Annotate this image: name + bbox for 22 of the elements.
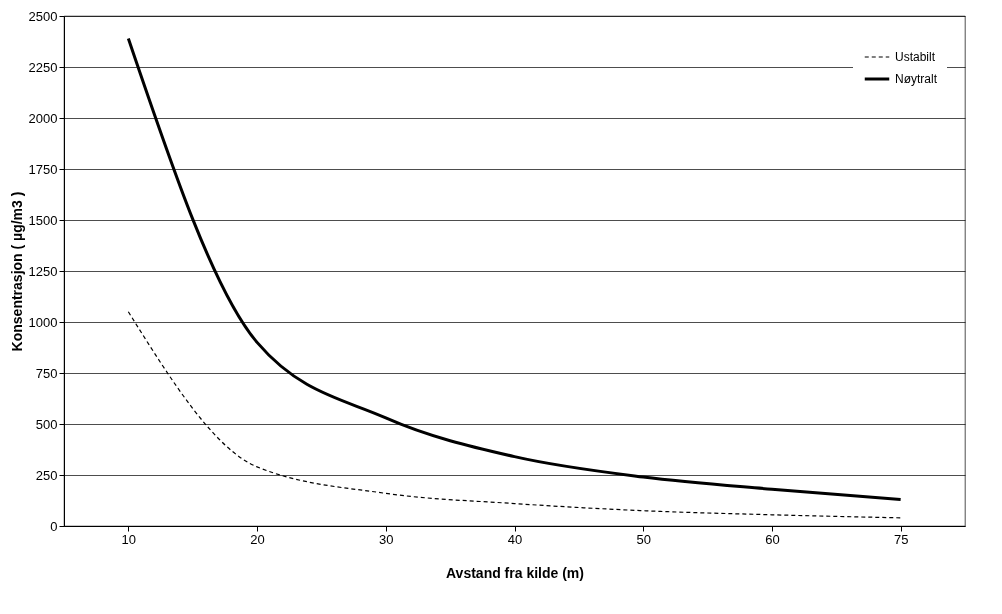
y-tick-label: 0 [50,518,58,534]
y-tick-label: 500 [35,416,58,432]
x-tick-label: 50 [636,531,651,547]
x-tick-label: 20 [250,531,265,547]
y-axis-title: Konsentrasjon ( µg/m3 ) [8,191,25,352]
legend-label: Nøytralt [895,72,938,86]
y-tick-label: 1750 [28,161,58,177]
x-tick-label: 75 [893,531,909,547]
x-axis-title: Avstand fra kilde (m) [446,564,584,581]
y-tick-label: 1250 [28,263,58,279]
y-tick-label: 750 [35,365,58,381]
y-tick-label: 1500 [28,212,58,228]
legend-label: Ustabilt [895,50,936,64]
y-tick-label: 2250 [28,59,58,75]
x-tick-label: 30 [379,531,394,547]
y-tick-label: 250 [35,467,58,483]
x-tick-label: 60 [765,531,780,547]
x-tick-label: 40 [507,531,523,547]
x-tick-label: 10 [121,531,137,547]
y-tick-label: 1000 [28,314,58,330]
y-tick-label: 2500 [28,8,58,24]
y-tick-label: 2000 [28,110,58,126]
